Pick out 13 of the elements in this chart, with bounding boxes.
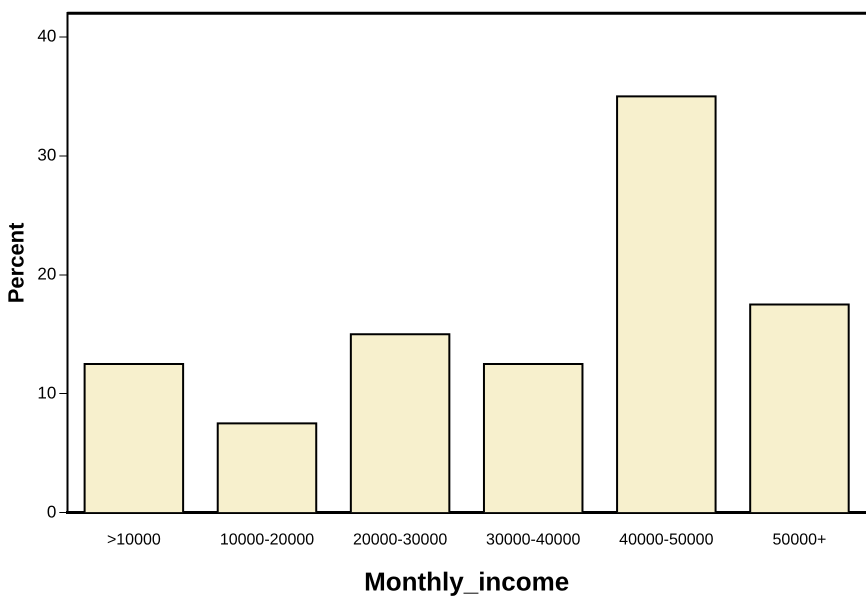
y-tick-label: 0 bbox=[46, 502, 56, 522]
y-tick-label: 10 bbox=[37, 383, 56, 402]
x-tick-label: 40000-50000 bbox=[619, 532, 714, 549]
y-tick-label: 40 bbox=[37, 26, 56, 46]
x-tick-label: 30000-40000 bbox=[486, 532, 580, 549]
x-tick-label: 50000+ bbox=[772, 532, 826, 549]
y-tick-label: 30 bbox=[37, 146, 56, 165]
y-axis-title: Percent bbox=[3, 222, 28, 304]
y-tick-label: 20 bbox=[37, 264, 56, 284]
x-axis-title: Monthly_income bbox=[364, 566, 570, 597]
x-tick-label: >10000 bbox=[106, 532, 161, 549]
x-tick-label: 10000-20000 bbox=[220, 532, 314, 549]
x-tick-label: 20000-30000 bbox=[352, 532, 448, 549]
